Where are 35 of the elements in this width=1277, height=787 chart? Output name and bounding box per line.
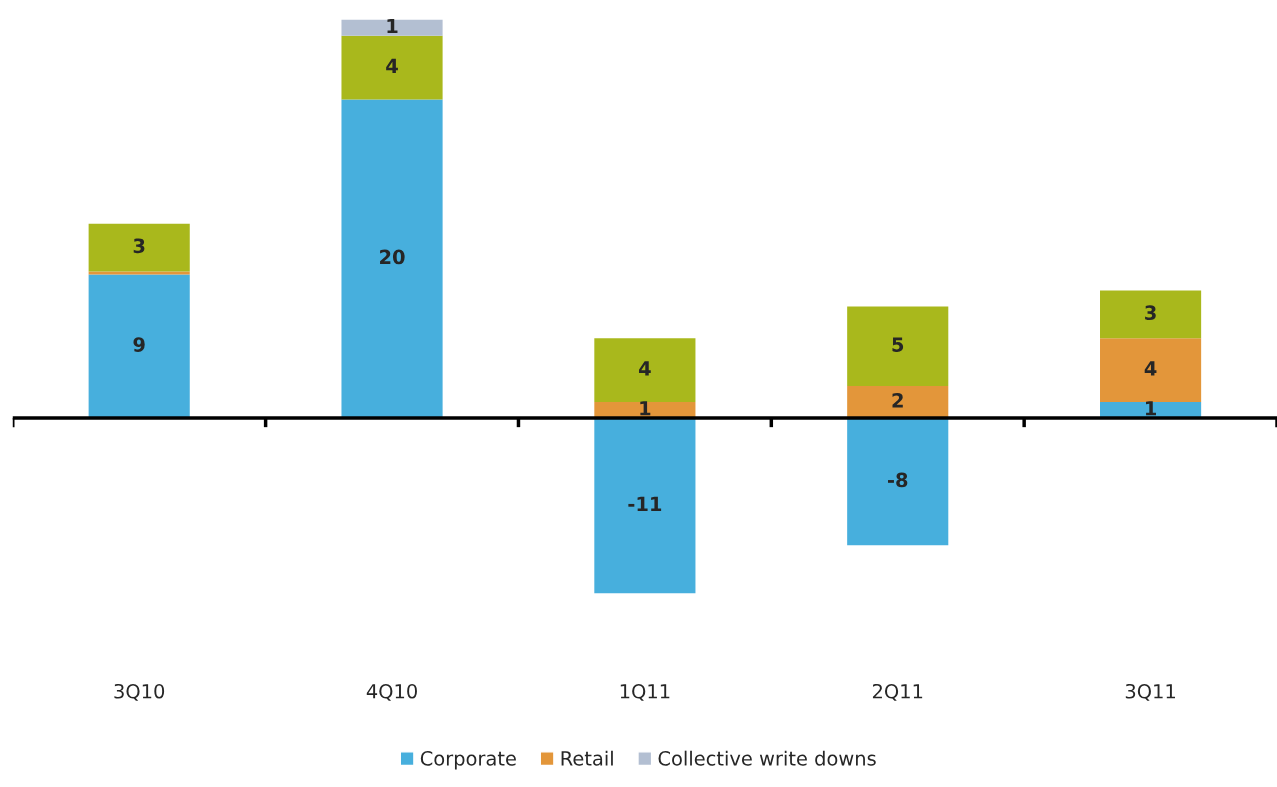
bar	[847, 306, 949, 387]
data-label: 1	[1146, 401, 1156, 416]
data-label: -8	[887, 472, 908, 488]
legend-label: Retail	[561, 750, 613, 766]
bar	[594, 338, 696, 403]
x-tick-label: 3Q10	[114, 683, 165, 701]
bar	[341, 99, 443, 418]
bar	[594, 417, 696, 594]
x-tick-label: 2Q11	[872, 683, 923, 701]
x-tick-label: 3Q11	[1125, 683, 1175, 701]
data-label: 20	[380, 249, 405, 265]
data-label: 4	[386, 58, 398, 73]
data-label: 9	[133, 337, 145, 352]
bar	[88, 274, 190, 418]
bar	[88, 271, 190, 275]
bar	[1100, 338, 1202, 403]
x-tick-label: 1Q11	[620, 683, 670, 701]
bar	[341, 19, 443, 36]
data-label: 5	[892, 337, 904, 352]
bar	[88, 223, 190, 272]
data-label: 1	[387, 18, 398, 34]
data-label: 4	[1144, 361, 1157, 376]
legend-label: Collective write downs	[658, 750, 876, 766]
bar	[1100, 290, 1202, 339]
bar	[341, 35, 443, 100]
data-label: 1	[640, 401, 651, 416]
data-label: 3	[1145, 305, 1156, 321]
data-label: 4	[639, 361, 651, 376]
legend-label: Corporate	[420, 751, 516, 770]
data-label: -11	[628, 496, 662, 511]
data-label: 3	[133, 238, 145, 254]
data-label: 2	[892, 392, 903, 408]
bar	[847, 417, 949, 546]
x-tick-label: 4Q10	[366, 683, 417, 701]
bar	[847, 386, 949, 418]
